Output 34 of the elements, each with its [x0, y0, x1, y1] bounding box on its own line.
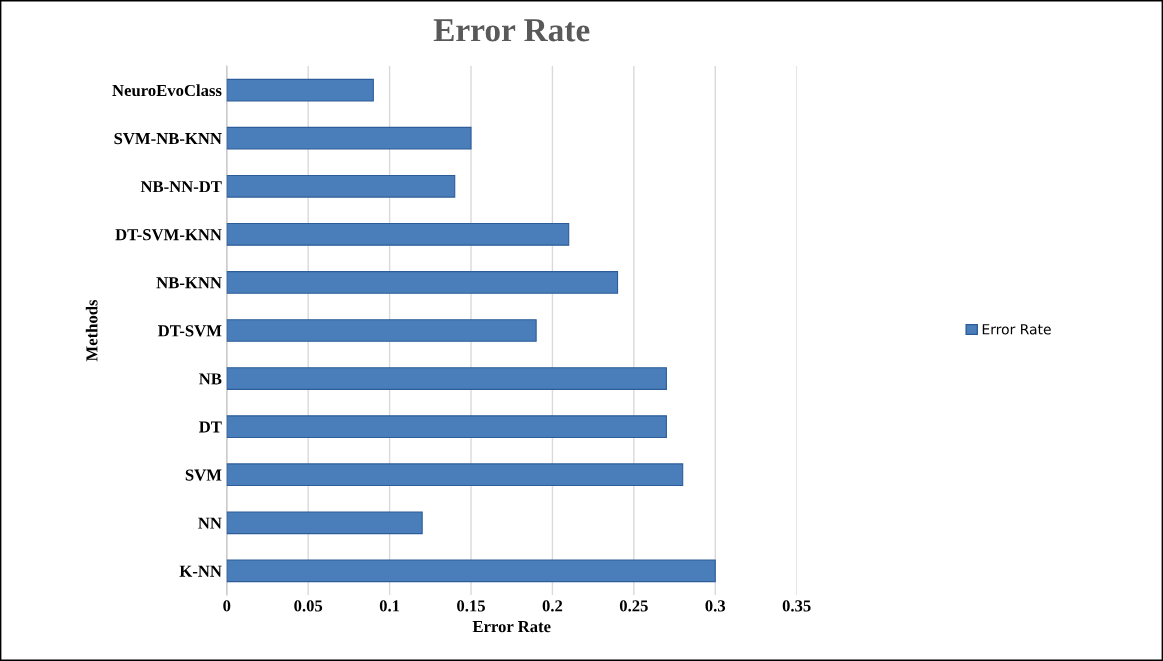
y-tick-label: NeuroEvoClass — [112, 84, 222, 97]
chart-title: Error Rate — [433, 19, 590, 42]
y-tick-label: NB — [199, 373, 222, 385]
bar — [226, 463, 684, 487]
bar — [226, 559, 716, 583]
y-tick-label: SVM-NB-KNN — [114, 132, 222, 145]
y-tick-label: DT-SVM — [158, 325, 222, 337]
bar — [226, 271, 619, 294]
x-tick-label: 0.35 — [782, 600, 811, 612]
y-tick-label: NB-KNN — [156, 277, 222, 289]
bar — [226, 511, 423, 535]
bar — [226, 78, 374, 102]
y-tick-label: NB-NN-DT — [140, 181, 222, 193]
x-tick-label: 0.15 — [457, 600, 485, 612]
bar — [226, 222, 570, 246]
y-tick-label: DT — [199, 421, 222, 433]
bar — [226, 415, 667, 439]
y-tick-label: SVM — [185, 469, 222, 481]
x-tick-label: 0.1 — [379, 600, 400, 612]
x-tick-label: 0.3 — [705, 600, 726, 612]
y-tick-label: DT-SVM-KNN — [115, 229, 222, 241]
bar — [226, 126, 472, 150]
y-tick-label: NN — [198, 517, 222, 529]
bar — [226, 367, 667, 390]
x-tick-label: 0.05 — [294, 600, 323, 612]
y-axis-title: Methods — [85, 299, 98, 362]
y-tick-label: K-NN — [179, 565, 222, 577]
x-tick-label: 0 — [223, 600, 231, 612]
bar — [226, 319, 537, 342]
bar — [226, 174, 456, 198]
legend-label: Error Rate — [982, 324, 1051, 335]
x-tick-label: 0.25 — [619, 600, 648, 612]
x-tick-label: 0.2 — [542, 600, 563, 612]
x-axis-title: Error Rate — [472, 621, 551, 633]
